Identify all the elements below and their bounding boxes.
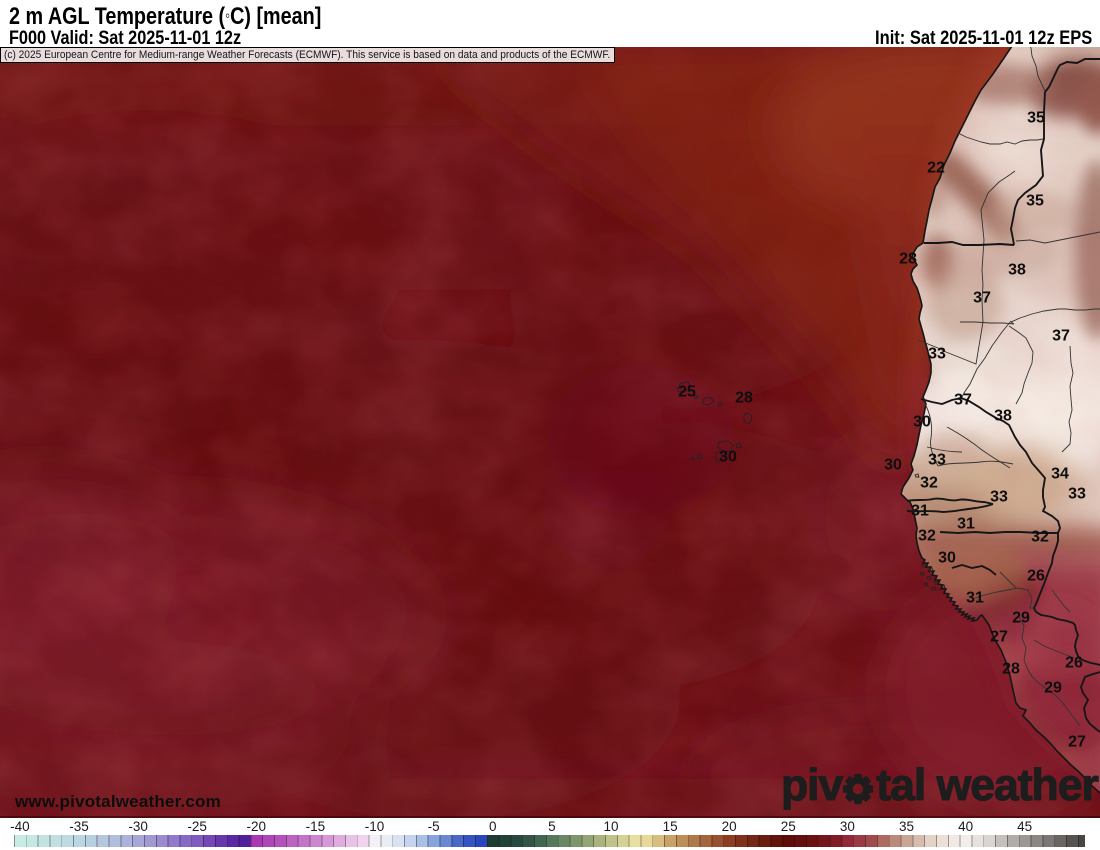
svg-text:31: 31 <box>911 503 929 520</box>
svg-text:30: 30 <box>938 550 956 567</box>
svg-text:37: 37 <box>1052 328 1070 345</box>
svg-text:26: 26 <box>1027 568 1045 585</box>
svg-text:22: 22 <box>927 160 945 177</box>
svg-text:28: 28 <box>899 251 917 268</box>
svg-text:37: 37 <box>973 290 991 307</box>
svg-text:29: 29 <box>1012 610 1030 627</box>
svg-text:33: 33 <box>1068 486 1086 503</box>
svg-text:25: 25 <box>678 384 696 401</box>
svg-text:30: 30 <box>884 457 902 474</box>
svg-text:34: 34 <box>1051 466 1069 483</box>
svg-text:33: 33 <box>990 489 1008 506</box>
svg-text:32: 32 <box>918 528 936 545</box>
svg-text:26: 26 <box>1065 655 1083 672</box>
svg-text:33: 33 <box>928 346 946 363</box>
svg-text:31: 31 <box>966 590 984 607</box>
svg-text:27: 27 <box>990 629 1008 646</box>
svg-text:37: 37 <box>954 392 972 409</box>
svg-text:30: 30 <box>913 414 931 431</box>
svg-text:38: 38 <box>994 408 1012 425</box>
svg-text:27: 27 <box>1068 734 1086 751</box>
svg-text:29: 29 <box>1044 680 1062 697</box>
svg-text:35: 35 <box>1026 193 1044 210</box>
svg-text:28: 28 <box>735 390 753 407</box>
svg-text:32: 32 <box>1031 529 1049 546</box>
svg-text:31: 31 <box>957 516 975 533</box>
svg-text:28: 28 <box>1002 661 1020 678</box>
svg-text:38: 38 <box>1008 262 1026 279</box>
svg-text:30: 30 <box>719 449 737 466</box>
svg-text:33: 33 <box>928 452 946 469</box>
svg-text:35: 35 <box>1027 110 1045 127</box>
svg-text:32: 32 <box>920 475 938 492</box>
